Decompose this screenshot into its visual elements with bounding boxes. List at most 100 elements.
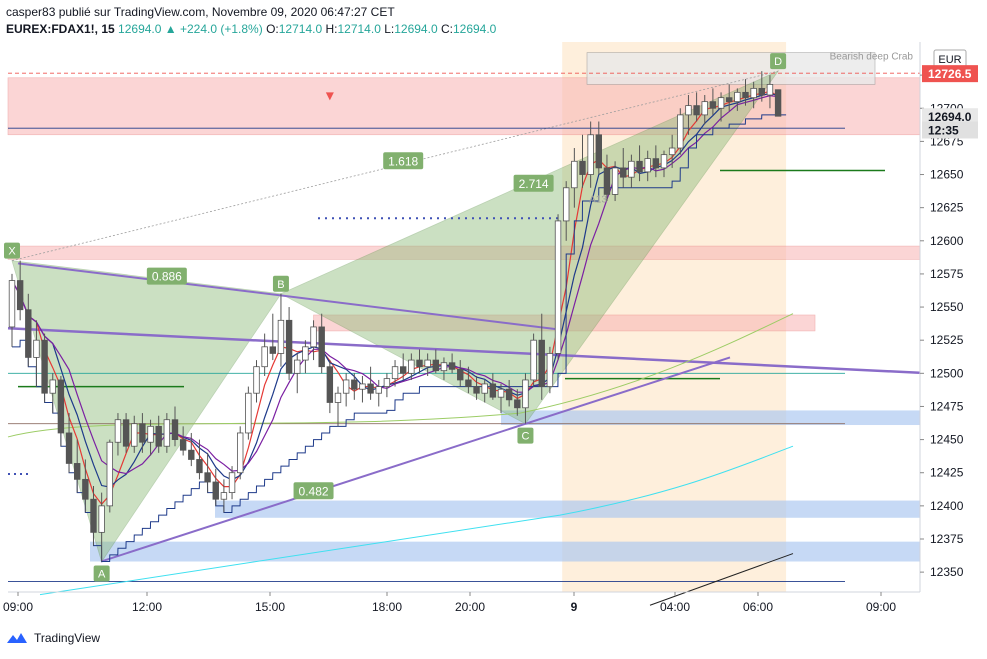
price-label-2: 12:35 (928, 123, 959, 137)
trailing-stop-line (12, 114, 787, 563)
pattern-point-d-box (770, 53, 787, 70)
pattern-point-b: B (277, 279, 284, 291)
candle-body (660, 154, 668, 169)
candle-body (644, 158, 651, 173)
x-tick-label: 18:00 (372, 600, 402, 614)
candle-body (481, 383, 488, 394)
pattern-point-b-box (272, 275, 289, 292)
candle-body (220, 492, 228, 500)
xd-projection (11, 70, 779, 262)
price-change: ▲ +224.0 (+1.8%) (164, 22, 263, 36)
x-tick-label: 12:00 (132, 600, 162, 614)
symbol-name: EUREX:FDAX1!, 15 (6, 22, 115, 36)
candle-body (98, 505, 105, 533)
long-ma-line (39, 445, 794, 596)
candle-body (391, 366, 399, 380)
candle-body (253, 366, 260, 394)
candle-body (204, 472, 211, 483)
ratio-box-2 (513, 174, 554, 192)
candle-body (766, 84, 774, 96)
candle-body (302, 346, 309, 361)
y-tick-label: 12650 (930, 168, 964, 182)
trendline-lower (100, 356, 731, 563)
candle-body (677, 114, 684, 149)
candle-body (318, 326, 325, 368)
candle-body (131, 423, 138, 447)
open-label: O: (266, 22, 279, 36)
candle-body (261, 346, 268, 368)
x-tick-label: 09:00 (866, 600, 896, 614)
x-tick-label: 04:00 (660, 600, 690, 614)
y-tick-label: 12425 (930, 466, 964, 480)
candle-body (82, 478, 89, 500)
candle-body (359, 383, 366, 390)
price-label-box-1 (922, 108, 978, 126)
resistance-zone (7, 77, 921, 136)
ratio-label-2: 2.714 (519, 177, 549, 191)
low-value: 12694.0 (394, 22, 438, 36)
candle-body (294, 359, 301, 374)
price-change-value: +224.0 (+1.8%) (180, 22, 263, 36)
candle-body (717, 97, 725, 109)
candle-body (179, 439, 187, 451)
pattern-point-a: A (98, 569, 106, 581)
candle-body (277, 319, 285, 354)
candle-body (65, 432, 73, 464)
candle-body (432, 359, 439, 372)
candle-body (74, 463, 81, 480)
y-tick-label: 12525 (930, 333, 964, 347)
candle-body (342, 379, 350, 394)
ratio-box-3 (293, 482, 334, 500)
candle-body (571, 160, 578, 189)
candle-body (457, 368, 464, 381)
last-price: 12694.0 (118, 22, 162, 36)
candle-body (620, 167, 627, 178)
price-label-1: 12694.0 (928, 110, 972, 124)
candle-body (334, 392, 342, 403)
candle-body (522, 379, 529, 409)
candle-body (742, 91, 749, 99)
tradingview-footer[interactable]: TradingView (6, 631, 100, 645)
y-tick-label: 12500 (930, 366, 964, 380)
candle-body (734, 91, 741, 103)
demand-zone-3 (90, 541, 920, 562)
candle-body (408, 359, 415, 374)
candle-body (375, 386, 382, 394)
candle-body (285, 319, 293, 374)
price-label-0: 12726.5 (928, 67, 972, 81)
candle-body (750, 87, 757, 99)
black-trend-line (649, 553, 794, 606)
td-sequential-label: A13 (589, 194, 607, 205)
candle-body (603, 167, 611, 195)
pattern-point-c-box (517, 427, 534, 444)
candle-body (90, 498, 97, 533)
ratio-label-0: 0.886 (152, 270, 182, 284)
candle-body (424, 359, 431, 368)
down-marker (325, 92, 334, 101)
x-tick-label: 06:00 (743, 600, 773, 614)
candle-body (196, 459, 203, 474)
y-tick-label: 12350 (930, 565, 964, 579)
candle-body (489, 383, 497, 398)
candle-body (326, 366, 334, 403)
y-tick-label: 12400 (930, 499, 964, 513)
candle-body (652, 158, 660, 169)
candle-body (106, 441, 113, 507)
candle-body (310, 326, 317, 348)
candle-body (758, 87, 765, 96)
candle-body (473, 386, 480, 394)
x-tick-label: 09:00 (3, 600, 33, 614)
candle-body (465, 379, 472, 387)
mid-ma-line (7, 313, 794, 438)
candle-body (114, 419, 122, 443)
demand-zone-2 (215, 500, 920, 518)
candle-body (440, 362, 448, 372)
demand-zone-1 (501, 410, 920, 426)
x-tick-label: 20:00 (455, 600, 485, 614)
publisher-line: casper83 publié sur TradingView.com, Nov… (6, 5, 395, 19)
candle-body (416, 359, 423, 368)
candle-body (628, 160, 635, 178)
candle-body (245, 392, 252, 434)
low-label: L: (384, 22, 395, 36)
